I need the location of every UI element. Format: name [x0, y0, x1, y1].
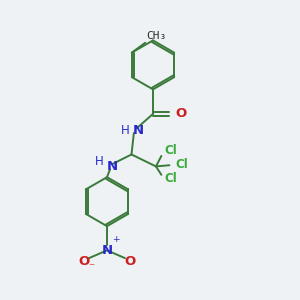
Text: Cl: Cl [176, 158, 188, 171]
Text: N: N [101, 244, 112, 257]
Text: ⁻: ⁻ [88, 261, 94, 274]
Text: O: O [175, 107, 186, 120]
Text: O: O [124, 255, 136, 268]
Text: O: O [78, 255, 90, 268]
Text: N: N [133, 124, 144, 137]
Text: CH₃: CH₃ [147, 31, 167, 41]
Text: Cl: Cl [164, 172, 177, 185]
Text: +: + [112, 236, 119, 244]
Text: H: H [95, 155, 104, 168]
Text: H: H [121, 124, 130, 137]
Text: Cl: Cl [164, 144, 177, 158]
Text: N: N [107, 160, 118, 173]
